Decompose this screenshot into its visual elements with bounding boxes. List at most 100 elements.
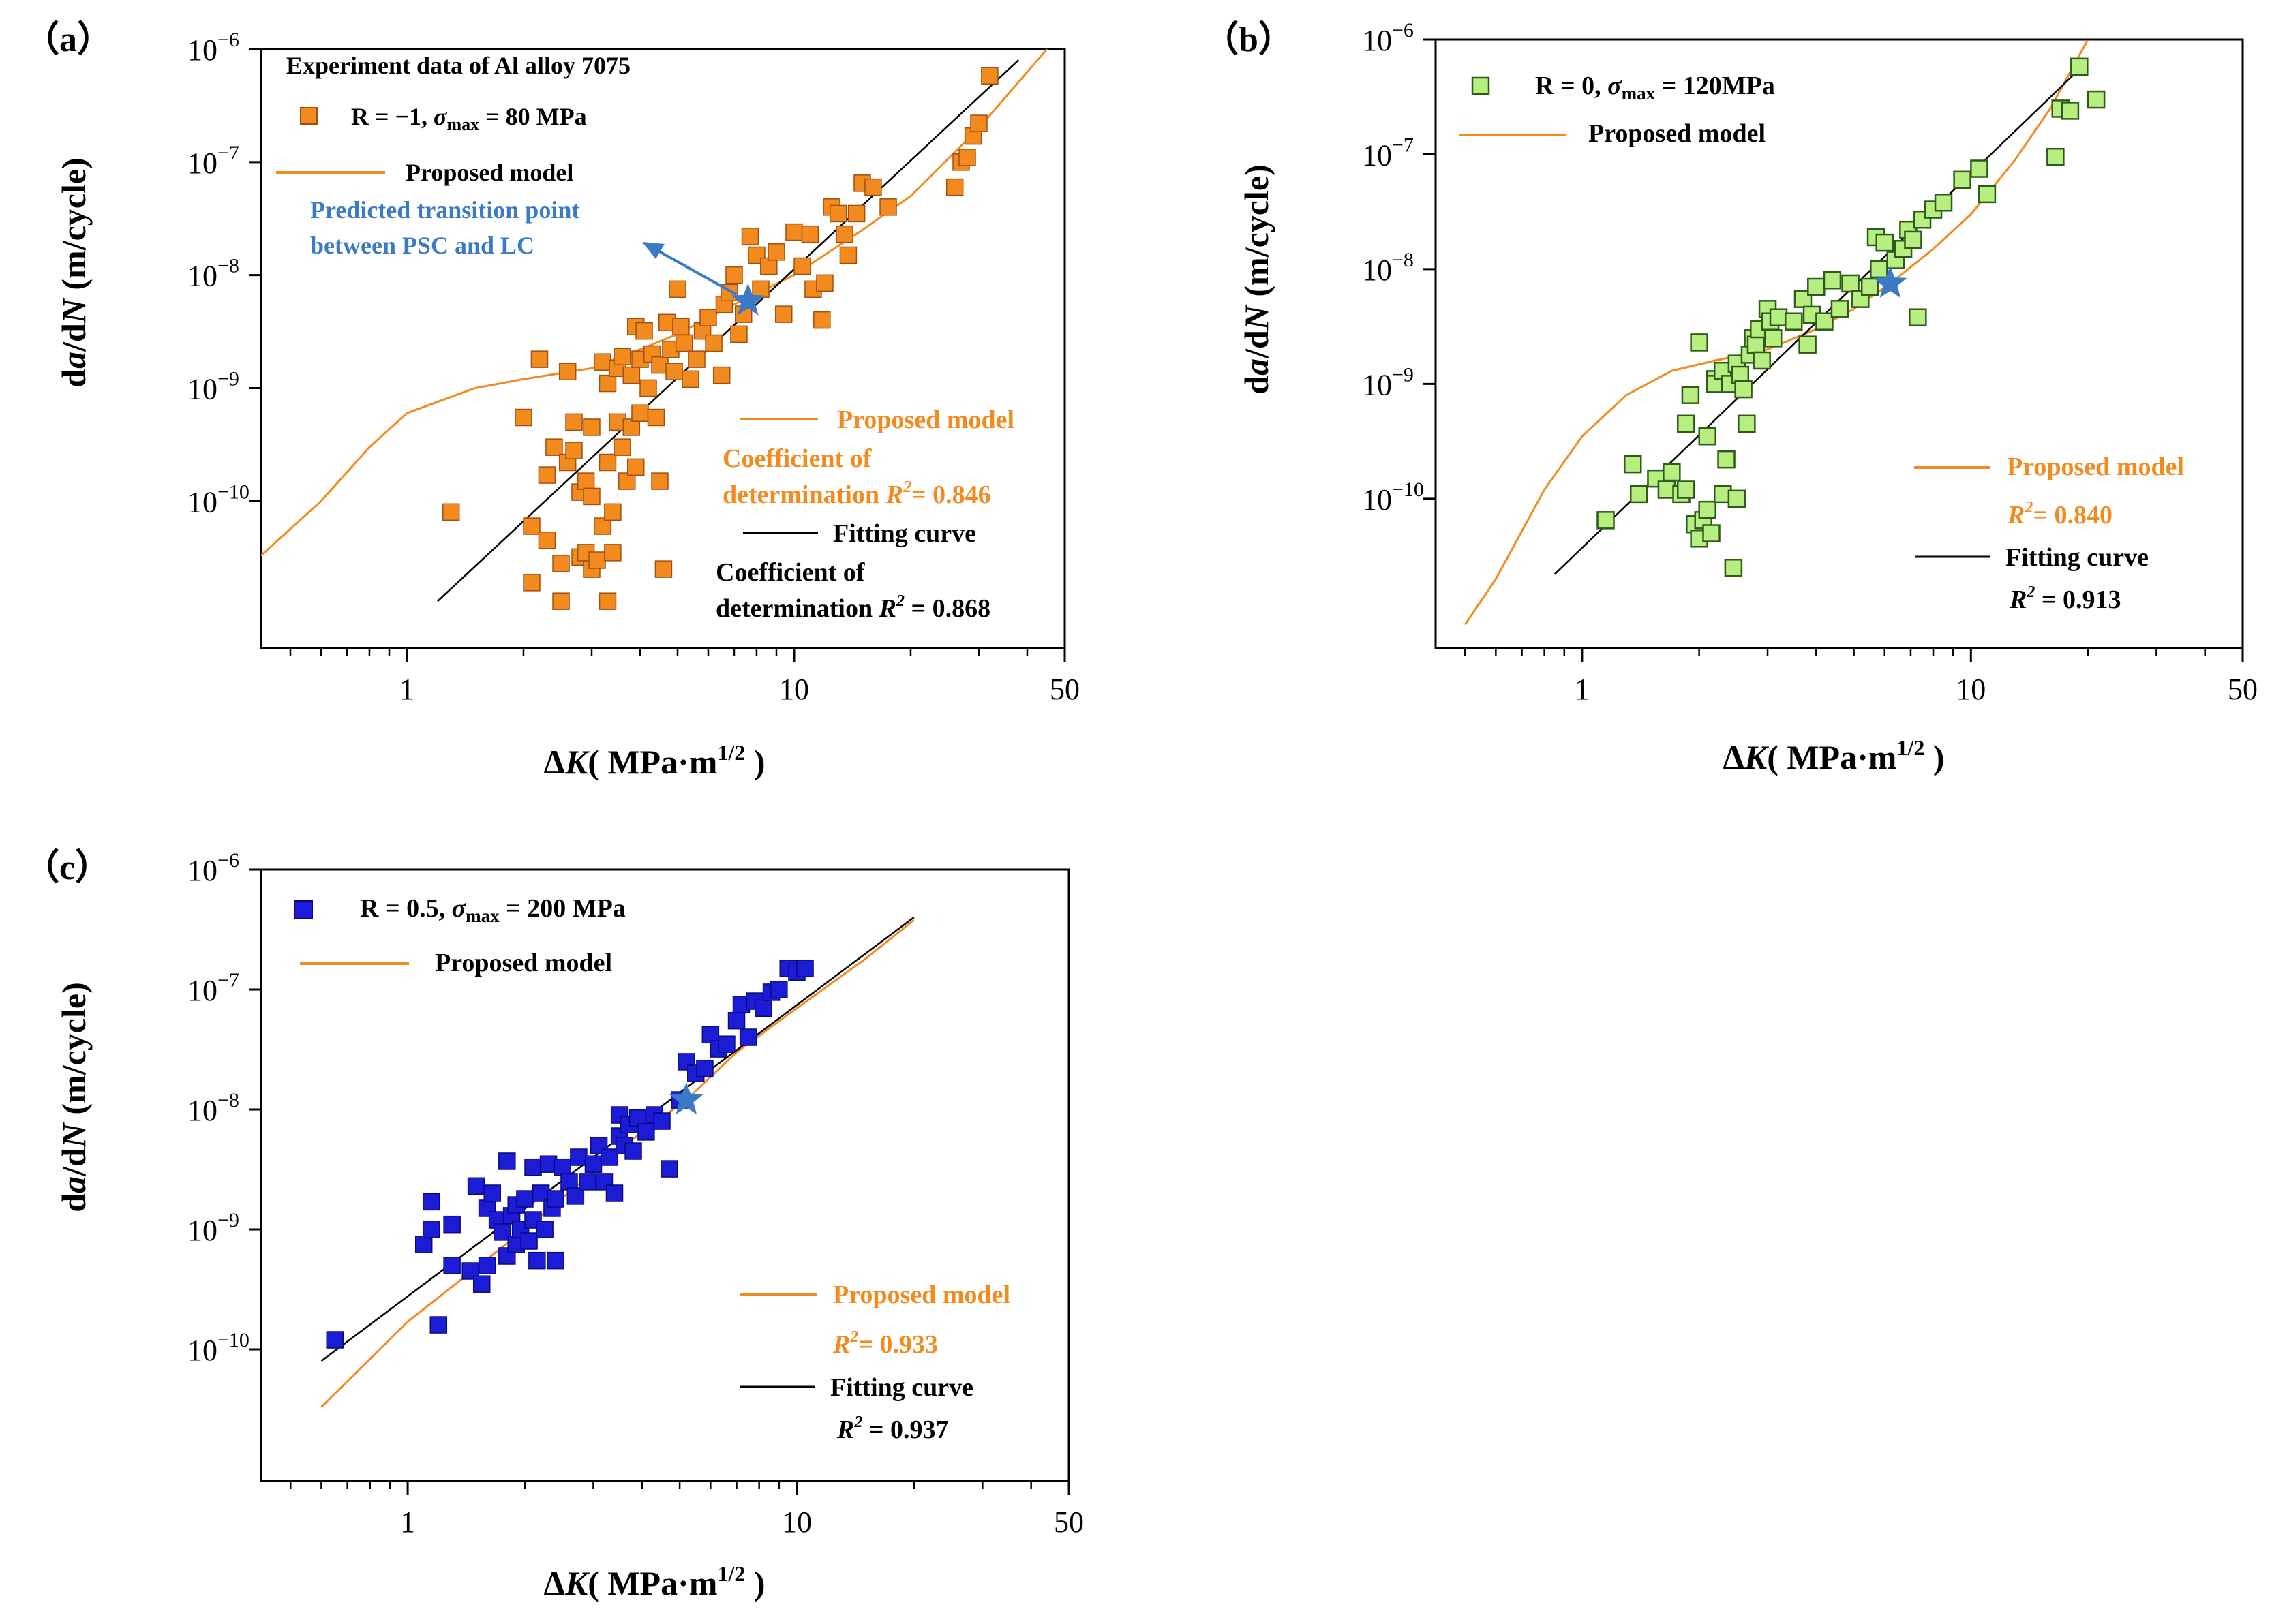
data-point-c — [528, 1251, 546, 1270]
axes-c: 1 10 50 10−6 10−7 10−8 10−9 10−10 — [187, 849, 1084, 1539]
y-tick-label-b: 10−9 — [1362, 363, 1414, 401]
data-point-a — [604, 503, 622, 521]
data-point-c — [727, 1011, 746, 1030]
data-point-a — [665, 363, 683, 380]
fit-r2-b: R2 = 0.913 — [2009, 583, 2121, 614]
y-tick-label-b: 10−6 — [1362, 19, 1414, 57]
data-point-c — [422, 1193, 440, 1211]
data-point-c — [467, 1177, 485, 1195]
data-point-b — [1807, 277, 1826, 296]
data-point-c — [326, 1331, 344, 1349]
data-point-a — [583, 418, 601, 436]
transition-point-star-c — [669, 1082, 703, 1115]
data-point-b — [1870, 260, 1888, 279]
transition-point-star-b — [1873, 266, 1907, 298]
data-point-c — [605, 1184, 624, 1202]
data-point-b — [1698, 427, 1716, 446]
data-point-c — [739, 1028, 757, 1046]
fitting-curve-a — [437, 59, 1020, 602]
data-point-b — [1677, 480, 1695, 499]
data-point-a — [594, 353, 611, 371]
data-point-c — [570, 1148, 588, 1166]
data-point-a — [583, 487, 601, 506]
data-point-c — [532, 1184, 550, 1202]
data-point-c — [796, 960, 814, 977]
data-point-c — [661, 1160, 678, 1178]
y-tick-label-c: 10−7 — [187, 969, 239, 1007]
fit-label-a: Fitting curve — [833, 519, 976, 548]
x-tick-label-a: 1 — [399, 673, 414, 706]
data-point-c — [498, 1152, 516, 1170]
data-point-b — [1717, 450, 1736, 469]
plot-frame-a — [260, 48, 1066, 649]
data-point-c — [696, 1059, 714, 1077]
data-point-a — [614, 438, 631, 456]
data-point-a — [538, 466, 556, 484]
annotation-line2-a: between PSC and LC — [310, 232, 534, 259]
data-point-a — [836, 225, 853, 243]
panel-c: （c） 1 10 50 10−6 10−7 10−8 10−9 10−10 da/dN (m/… — [24, 848, 1084, 1602]
data-point-b — [1724, 559, 1743, 577]
data-point-c — [483, 1184, 501, 1202]
data-point-b — [1815, 312, 1834, 331]
x-tick-label-b: 1 — [1575, 673, 1590, 706]
data-point-b — [1746, 335, 1766, 354]
transition-point-star-a — [731, 283, 765, 316]
fit-r2-line2-a: determination R2 = 0.868 — [716, 592, 990, 623]
data-point-a — [631, 404, 649, 422]
y-tick-label-b: 10−8 — [1362, 249, 1414, 287]
data-point-b — [1663, 463, 1681, 482]
data-point-b — [1630, 485, 1648, 504]
data-point-a — [675, 334, 693, 352]
data-point-b — [1763, 329, 1783, 348]
data-point-c — [478, 1257, 496, 1274]
model-label-b: Proposed model — [2007, 453, 2184, 481]
x-tick-label-c: 1 — [400, 1505, 415, 1539]
legend-model-c: Proposed model — [435, 949, 612, 977]
data-point-b — [1698, 500, 1716, 519]
data-point-a — [730, 325, 748, 343]
data-point-a — [530, 350, 549, 368]
data-point-b — [1793, 290, 1813, 308]
legend-marker-a — [300, 107, 318, 125]
y-tick-label-c: 10−10 — [187, 1329, 249, 1367]
annotation-arrowhead-a — [642, 242, 665, 259]
data-point-c — [601, 1148, 618, 1166]
data-point-b — [1677, 414, 1695, 433]
legend-marker-c — [294, 900, 313, 919]
data-point-b — [1875, 233, 1894, 252]
data-point-a — [945, 178, 964, 196]
data-point-b — [2070, 57, 2089, 76]
data-point-a — [816, 274, 834, 292]
data-point-b — [1841, 274, 1860, 293]
data-point-b — [1734, 380, 1753, 399]
data-point-b — [1860, 277, 1879, 296]
data-point-b — [1830, 300, 1849, 318]
data-point-a — [847, 204, 866, 223]
y-tick-label-a: 10−7 — [187, 142, 239, 180]
data-point-a — [651, 472, 669, 490]
data-point-a — [523, 517, 541, 535]
x-tick-label-b: 50 — [2228, 673, 2258, 706]
data-point-a — [577, 472, 595, 490]
panel-label-c: （c） — [24, 848, 110, 887]
data-point-a — [970, 114, 988, 132]
data-point-c — [718, 1035, 736, 1053]
data-point-a — [699, 309, 717, 326]
panel-a: （a） 1 10 50 10−6 10−7 10−8 10−9 10−10 da/dN (m/… — [24, 20, 1080, 781]
legend-series-a: R = −1, σmax = 80 MPa — [351, 103, 587, 134]
y-tick-label-a: 10−8 — [187, 255, 239, 293]
data-point-a — [774, 305, 793, 323]
data-point-a — [523, 574, 541, 592]
data-point-b — [1690, 333, 1708, 352]
data-point-a — [669, 280, 686, 298]
data-point-c — [472, 1275, 491, 1293]
data-point-b — [1909, 308, 1927, 326]
plot-frame-c — [260, 868, 1070, 1482]
data-point-c — [701, 1026, 720, 1044]
data-point-a — [558, 363, 577, 380]
data-point-a — [705, 334, 723, 352]
data-point-c — [637, 1123, 655, 1141]
fit-r2-c: R2 = 0.937 — [836, 1413, 949, 1444]
y-axis-label-b: da/dN (m/cycle) — [1237, 164, 1275, 394]
